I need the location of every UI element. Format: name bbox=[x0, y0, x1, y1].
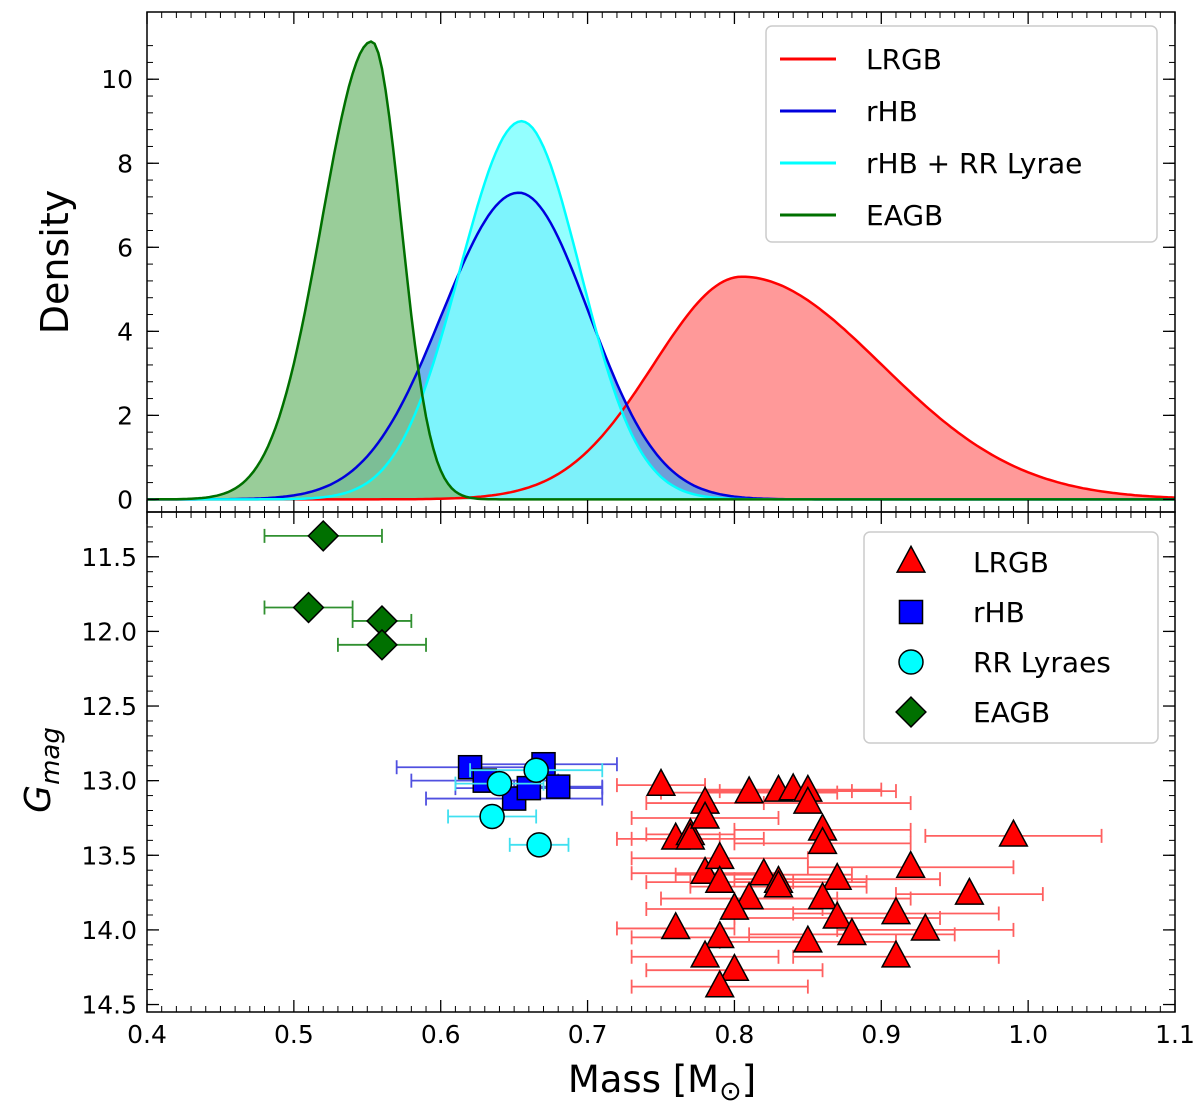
top-legend: LRGB rHB rHB + RR Lyrae EAGB bbox=[765, 25, 1158, 243]
top-legend-box bbox=[765, 25, 1158, 243]
bottom-legend: LRGB rHB RR Lyraes EAGB bbox=[863, 531, 1159, 744]
x-tick-label: 1.0 bbox=[1008, 1020, 1048, 1049]
y-tick-label: 4 bbox=[117, 317, 133, 346]
legend-label-rr-lyraes: RR Lyraes bbox=[973, 646, 1111, 679]
x-tick-label: 0.8 bbox=[715, 1020, 755, 1049]
point-lrgb bbox=[954, 876, 985, 905]
y-tick-label: 14.5 bbox=[81, 991, 137, 1020]
point-lrgb bbox=[822, 900, 853, 929]
density-fill-lrgb bbox=[147, 276, 1175, 500]
y-tick-label: 6 bbox=[117, 233, 133, 262]
point-lrgb bbox=[998, 818, 1029, 847]
legend-label-eagb: EAGB bbox=[973, 696, 1050, 729]
density-line-eagb bbox=[147, 40, 1175, 501]
point-rr-lyraes bbox=[486, 770, 513, 797]
axis-labels: Density Gmag Mass [M⊙] bbox=[18, 190, 756, 1107]
point-rhb bbox=[545, 774, 571, 799]
point-lrgb bbox=[880, 896, 912, 925]
point-lrgb bbox=[792, 924, 823, 953]
point-lrgb bbox=[704, 864, 735, 893]
point-lrgb bbox=[748, 857, 779, 886]
y-tick-label: 8 bbox=[117, 149, 133, 178]
legend-label-rhb: rHB bbox=[866, 95, 918, 128]
mass-axis-label-subscript: ⊙ bbox=[719, 1076, 742, 1107]
point-lrgb bbox=[733, 775, 765, 804]
mass-axis-label-main: Mass [M bbox=[568, 1058, 719, 1101]
point-eagb bbox=[366, 628, 398, 661]
point-lrgb bbox=[910, 912, 941, 941]
y-tick-label: 13.0 bbox=[81, 767, 137, 796]
point-lrgb bbox=[880, 939, 912, 968]
point-lrgb bbox=[719, 953, 750, 982]
legend-label-lrgb: LRGB bbox=[973, 546, 1049, 579]
mass-axis-label-end: ] bbox=[742, 1058, 756, 1101]
legend-marker-lrgb bbox=[895, 544, 927, 573]
magnitude-panel: 11.5 12.0 12.5 13.0 13.5 14.0 14.50.4 0.5 0.6 0.7… bbox=[81, 511, 1195, 1049]
x-tick-label: 0.7 bbox=[568, 1020, 608, 1049]
gmag-axis-label: Gmag bbox=[18, 727, 66, 813]
x-tick-label: 0.4 bbox=[127, 1020, 167, 1049]
y-tick-label: 12.0 bbox=[81, 617, 137, 646]
legend-label-rhb-rr-lyrae: rHB + RR Lyrae bbox=[866, 147, 1082, 180]
y-tick-label: 0 bbox=[117, 485, 133, 514]
point-lrgb bbox=[807, 881, 838, 910]
point-rr-lyraes bbox=[479, 803, 505, 830]
point-lrgb bbox=[719, 891, 750, 920]
x-tick-label: 0.9 bbox=[861, 1020, 901, 1049]
legend-label-eagb: EAGB bbox=[866, 199, 943, 232]
point-lrgb bbox=[704, 969, 735, 998]
point-lrgb bbox=[689, 800, 721, 829]
point-eagb bbox=[307, 519, 340, 552]
point-lrgb bbox=[733, 881, 765, 910]
point-lrgb bbox=[895, 850, 926, 879]
point-lrgb bbox=[822, 861, 853, 890]
point-eagb bbox=[292, 591, 325, 624]
y-tick-label: 12.5 bbox=[81, 692, 137, 721]
bottom-legend-box bbox=[863, 531, 1159, 744]
point-lrgb bbox=[836, 917, 868, 946]
legend-marker-rr-lyraes bbox=[898, 649, 924, 675]
point-lrgb bbox=[792, 785, 823, 814]
y-tick-label: 2 bbox=[117, 401, 133, 430]
point-lrgb bbox=[763, 869, 794, 898]
gmag-axis-label-main: G bbox=[18, 785, 59, 813]
density-axis-label: Density bbox=[33, 190, 77, 334]
point-rr-lyraes bbox=[526, 832, 552, 858]
legend-label-rhb: rHB bbox=[973, 596, 1025, 629]
legend-marker-rhb bbox=[898, 599, 924, 625]
density-line-lrgb bbox=[147, 275, 1176, 501]
point-lrgb bbox=[660, 911, 691, 940]
density-fill-eagb bbox=[147, 41, 1175, 500]
point-lrgb bbox=[704, 920, 735, 949]
point-lrgb bbox=[807, 826, 838, 855]
legend-label-lrgb: LRGB bbox=[866, 43, 942, 76]
point-lrgb bbox=[645, 767, 677, 796]
x-tick-label: 0.6 bbox=[421, 1020, 461, 1049]
x-tick-label: 1.1 bbox=[1155, 1020, 1195, 1049]
gmag-axis-label-subscript: mag bbox=[36, 727, 66, 785]
y-tick-label: 14.0 bbox=[81, 916, 137, 945]
density-panel: 0 2 4 6 8 10 LRGB rHB rHB + RR Lyrae EAGB bbox=[101, 11, 1176, 514]
y-tick-label: 11.5 bbox=[81, 543, 137, 572]
x-tick-label: 0.5 bbox=[274, 1020, 314, 1049]
y-tick-label: 10 bbox=[101, 65, 133, 94]
point-lrgb bbox=[689, 855, 721, 885]
point-rr-lyraes bbox=[523, 757, 549, 783]
legend-marker-eagb bbox=[895, 696, 927, 728]
point-lrgb bbox=[675, 821, 706, 850]
y-tick-label: 13.5 bbox=[81, 841, 137, 870]
mass-axis-label: Mass [M⊙] bbox=[568, 1058, 756, 1107]
point-lrgb bbox=[689, 939, 721, 968]
